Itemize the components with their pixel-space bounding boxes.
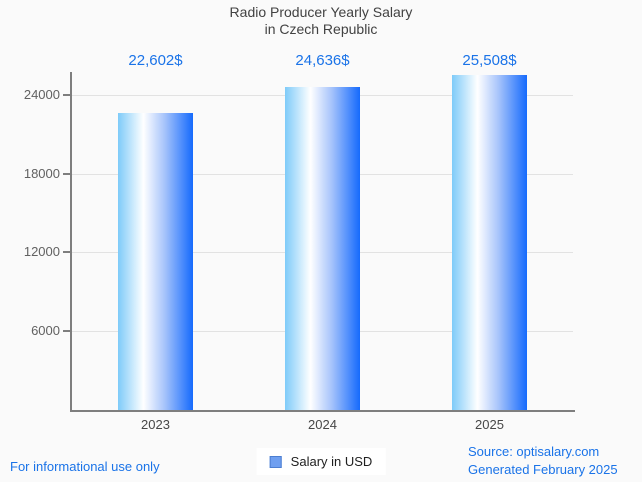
x-axis-line xyxy=(70,410,575,412)
y-tick-mark-18000 xyxy=(63,172,70,175)
y-tick-label-24000: 24000 xyxy=(23,86,60,102)
y-tick-mark-6000 xyxy=(63,330,70,333)
chart-title-line1: Radio Producer Yearly Salary xyxy=(229,4,413,20)
bar-2024[interactable] xyxy=(285,86,360,410)
chart-title: Radio Producer Yearly Salary in Czech Re… xyxy=(0,4,642,38)
value-label-2023: 22,602$ xyxy=(128,52,183,69)
value-label-2025: 25,508$ xyxy=(462,52,517,69)
bar-2023[interactable] xyxy=(118,113,193,410)
footer-disclaimer: For informational use only xyxy=(10,459,160,474)
plot-area xyxy=(72,72,573,410)
x-axis-label-2024: 2024 xyxy=(308,417,337,432)
chart-title-line2: in Czech Republic xyxy=(264,21,378,37)
legend-swatch-icon xyxy=(269,455,282,468)
footer-generated-date: Generated February 2025 xyxy=(468,462,618,477)
y-tick-label-18000: 18000 xyxy=(23,165,60,181)
value-label-2024: 24,636$ xyxy=(295,52,350,69)
x-axis-label-2025: 2025 xyxy=(475,417,504,432)
legend-label: Salary in USD xyxy=(290,454,373,469)
y-axis-line xyxy=(70,72,72,412)
y-tick-mark-12000 xyxy=(63,251,70,254)
footer-source-block: Source: optisalary.com Generated Februar… xyxy=(468,443,618,479)
x-axis-label-2023: 2023 xyxy=(141,417,170,432)
footer-source-link[interactable]: Source: optisalary.com xyxy=(468,444,600,459)
legend: Salary in USD xyxy=(256,448,386,475)
y-tick-mark-24000 xyxy=(63,93,70,96)
y-tick-label-6000: 6000 xyxy=(31,323,60,339)
y-tick-label-12000: 12000 xyxy=(23,244,60,260)
bar-2025[interactable] xyxy=(452,75,527,410)
